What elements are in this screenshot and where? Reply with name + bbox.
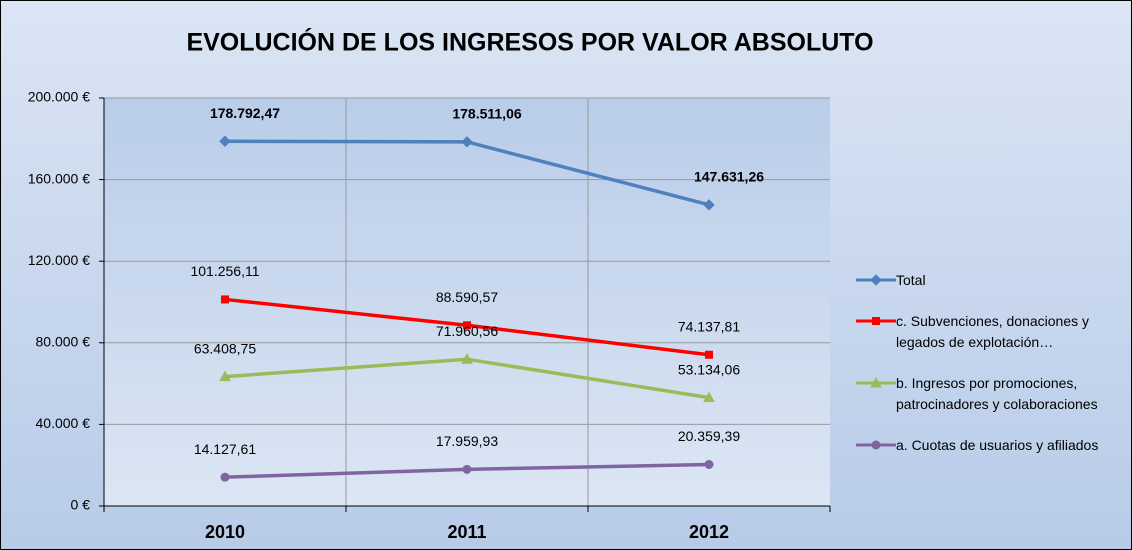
data-label: 71.960,56 — [436, 323, 498, 339]
marker — [870, 274, 882, 286]
marker — [462, 464, 472, 474]
data-label: 17.959,93 — [436, 433, 498, 449]
marker — [703, 199, 715, 211]
chart-title: EVOLUCIÓN DE LOS INGRESOS POR VALOR ABSO… — [186, 27, 873, 57]
y-tick-label: 120.000 € — [28, 252, 90, 268]
data-label: 147.631,26 — [694, 169, 764, 185]
marker — [220, 472, 230, 482]
y-tick-label: 200.000 € — [28, 89, 90, 105]
legend-label: Total — [896, 272, 926, 288]
legend-swatch — [856, 376, 896, 388]
x-tick-label: 2011 — [447, 522, 486, 542]
y-tick-label: 160.000 € — [28, 170, 90, 186]
legend-swatch — [856, 317, 896, 325]
legend-item: b. Ingresos por promociones, patrocinado… — [856, 373, 1132, 415]
marker — [463, 321, 471, 330]
legend-swatch — [856, 440, 896, 450]
marker — [703, 391, 715, 403]
data-label: 74.137,81 — [678, 318, 740, 334]
data-label: 14.127,61 — [194, 441, 256, 457]
legend-item: c. Subvenciones, donaciones y legados de… — [856, 311, 1132, 353]
legend: Total c. Subvenciones, donaciones y legad… — [856, 270, 1132, 476]
legend-item: Total — [856, 270, 1132, 291]
legend-swatch — [856, 274, 896, 286]
data-label: 63.408,75 — [194, 340, 256, 356]
marker — [219, 370, 231, 382]
marker — [870, 376, 882, 388]
marker — [219, 135, 231, 147]
marker — [872, 317, 880, 325]
data-label: 88.590,57 — [436, 289, 498, 305]
x-tick-label: 2012 — [689, 522, 729, 542]
data-label: 20.359,39 — [678, 428, 740, 444]
marker — [871, 440, 881, 450]
legend-label: c. Subvenciones, donaciones y legados de… — [896, 313, 1090, 350]
marker — [461, 136, 473, 148]
data-label: 53.134,06 — [678, 361, 740, 377]
legend-label: b. Ingresos por promociones, patrocinado… — [896, 375, 1098, 412]
data-label: 178.511,06 — [452, 106, 522, 122]
x-tick-label: 2010 — [205, 522, 245, 542]
y-tick-label: 0 € — [71, 497, 91, 513]
marker — [221, 295, 229, 304]
legend-label: a. Cuotas de usuarios y afiliados — [896, 437, 1099, 453]
marker — [704, 459, 714, 469]
data-label: 178.792,47 — [210, 105, 280, 121]
y-tick-label: 80.000 € — [36, 334, 91, 350]
marker — [705, 350, 713, 359]
legend-item: a. Cuotas de usuarios y afiliados — [856, 435, 1132, 456]
marker — [461, 353, 473, 364]
data-label: 101.256,11 — [190, 263, 259, 279]
y-tick-label: 40.000 € — [36, 415, 91, 431]
